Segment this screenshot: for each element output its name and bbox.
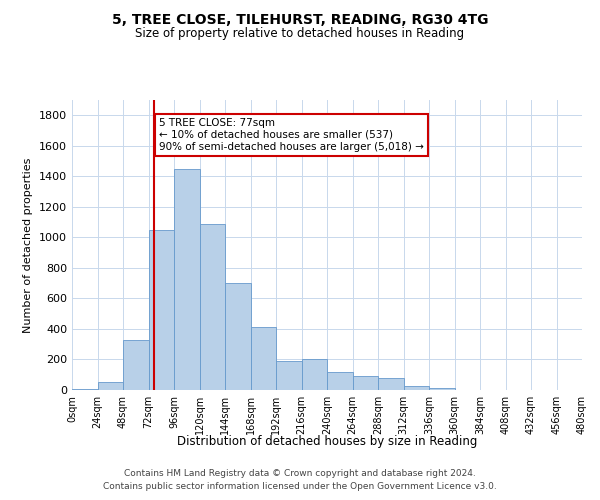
Bar [404,386,429,390]
Bar [251,328,276,390]
Text: 5 TREE CLOSE: 77sqm
← 10% of detached houses are smaller (537)
90% of semi-detac: 5 TREE CLOSE: 77sqm ← 10% of detached ho… [159,118,424,152]
Bar [199,224,225,390]
Text: Contains public sector information licensed under the Open Government Licence v3: Contains public sector information licen… [103,482,497,491]
Y-axis label: Number of detached properties: Number of detached properties [23,158,34,332]
Bar [378,378,404,390]
Bar [276,361,302,390]
Bar [97,382,123,390]
Text: 5, TREE CLOSE, TILEHURST, READING, RG30 4TG: 5, TREE CLOSE, TILEHURST, READING, RG30 … [112,12,488,26]
Bar [72,389,97,390]
Bar [353,376,378,390]
Bar [174,168,199,390]
Bar [123,340,149,390]
Bar [327,372,353,390]
Text: Size of property relative to detached houses in Reading: Size of property relative to detached ho… [136,28,464,40]
Bar [429,388,455,390]
Bar [225,283,251,390]
Text: Distribution of detached houses by size in Reading: Distribution of detached houses by size … [177,435,477,448]
Text: Contains HM Land Registry data © Crown copyright and database right 2024.: Contains HM Land Registry data © Crown c… [124,468,476,477]
Bar [302,360,327,390]
Bar [149,230,174,390]
